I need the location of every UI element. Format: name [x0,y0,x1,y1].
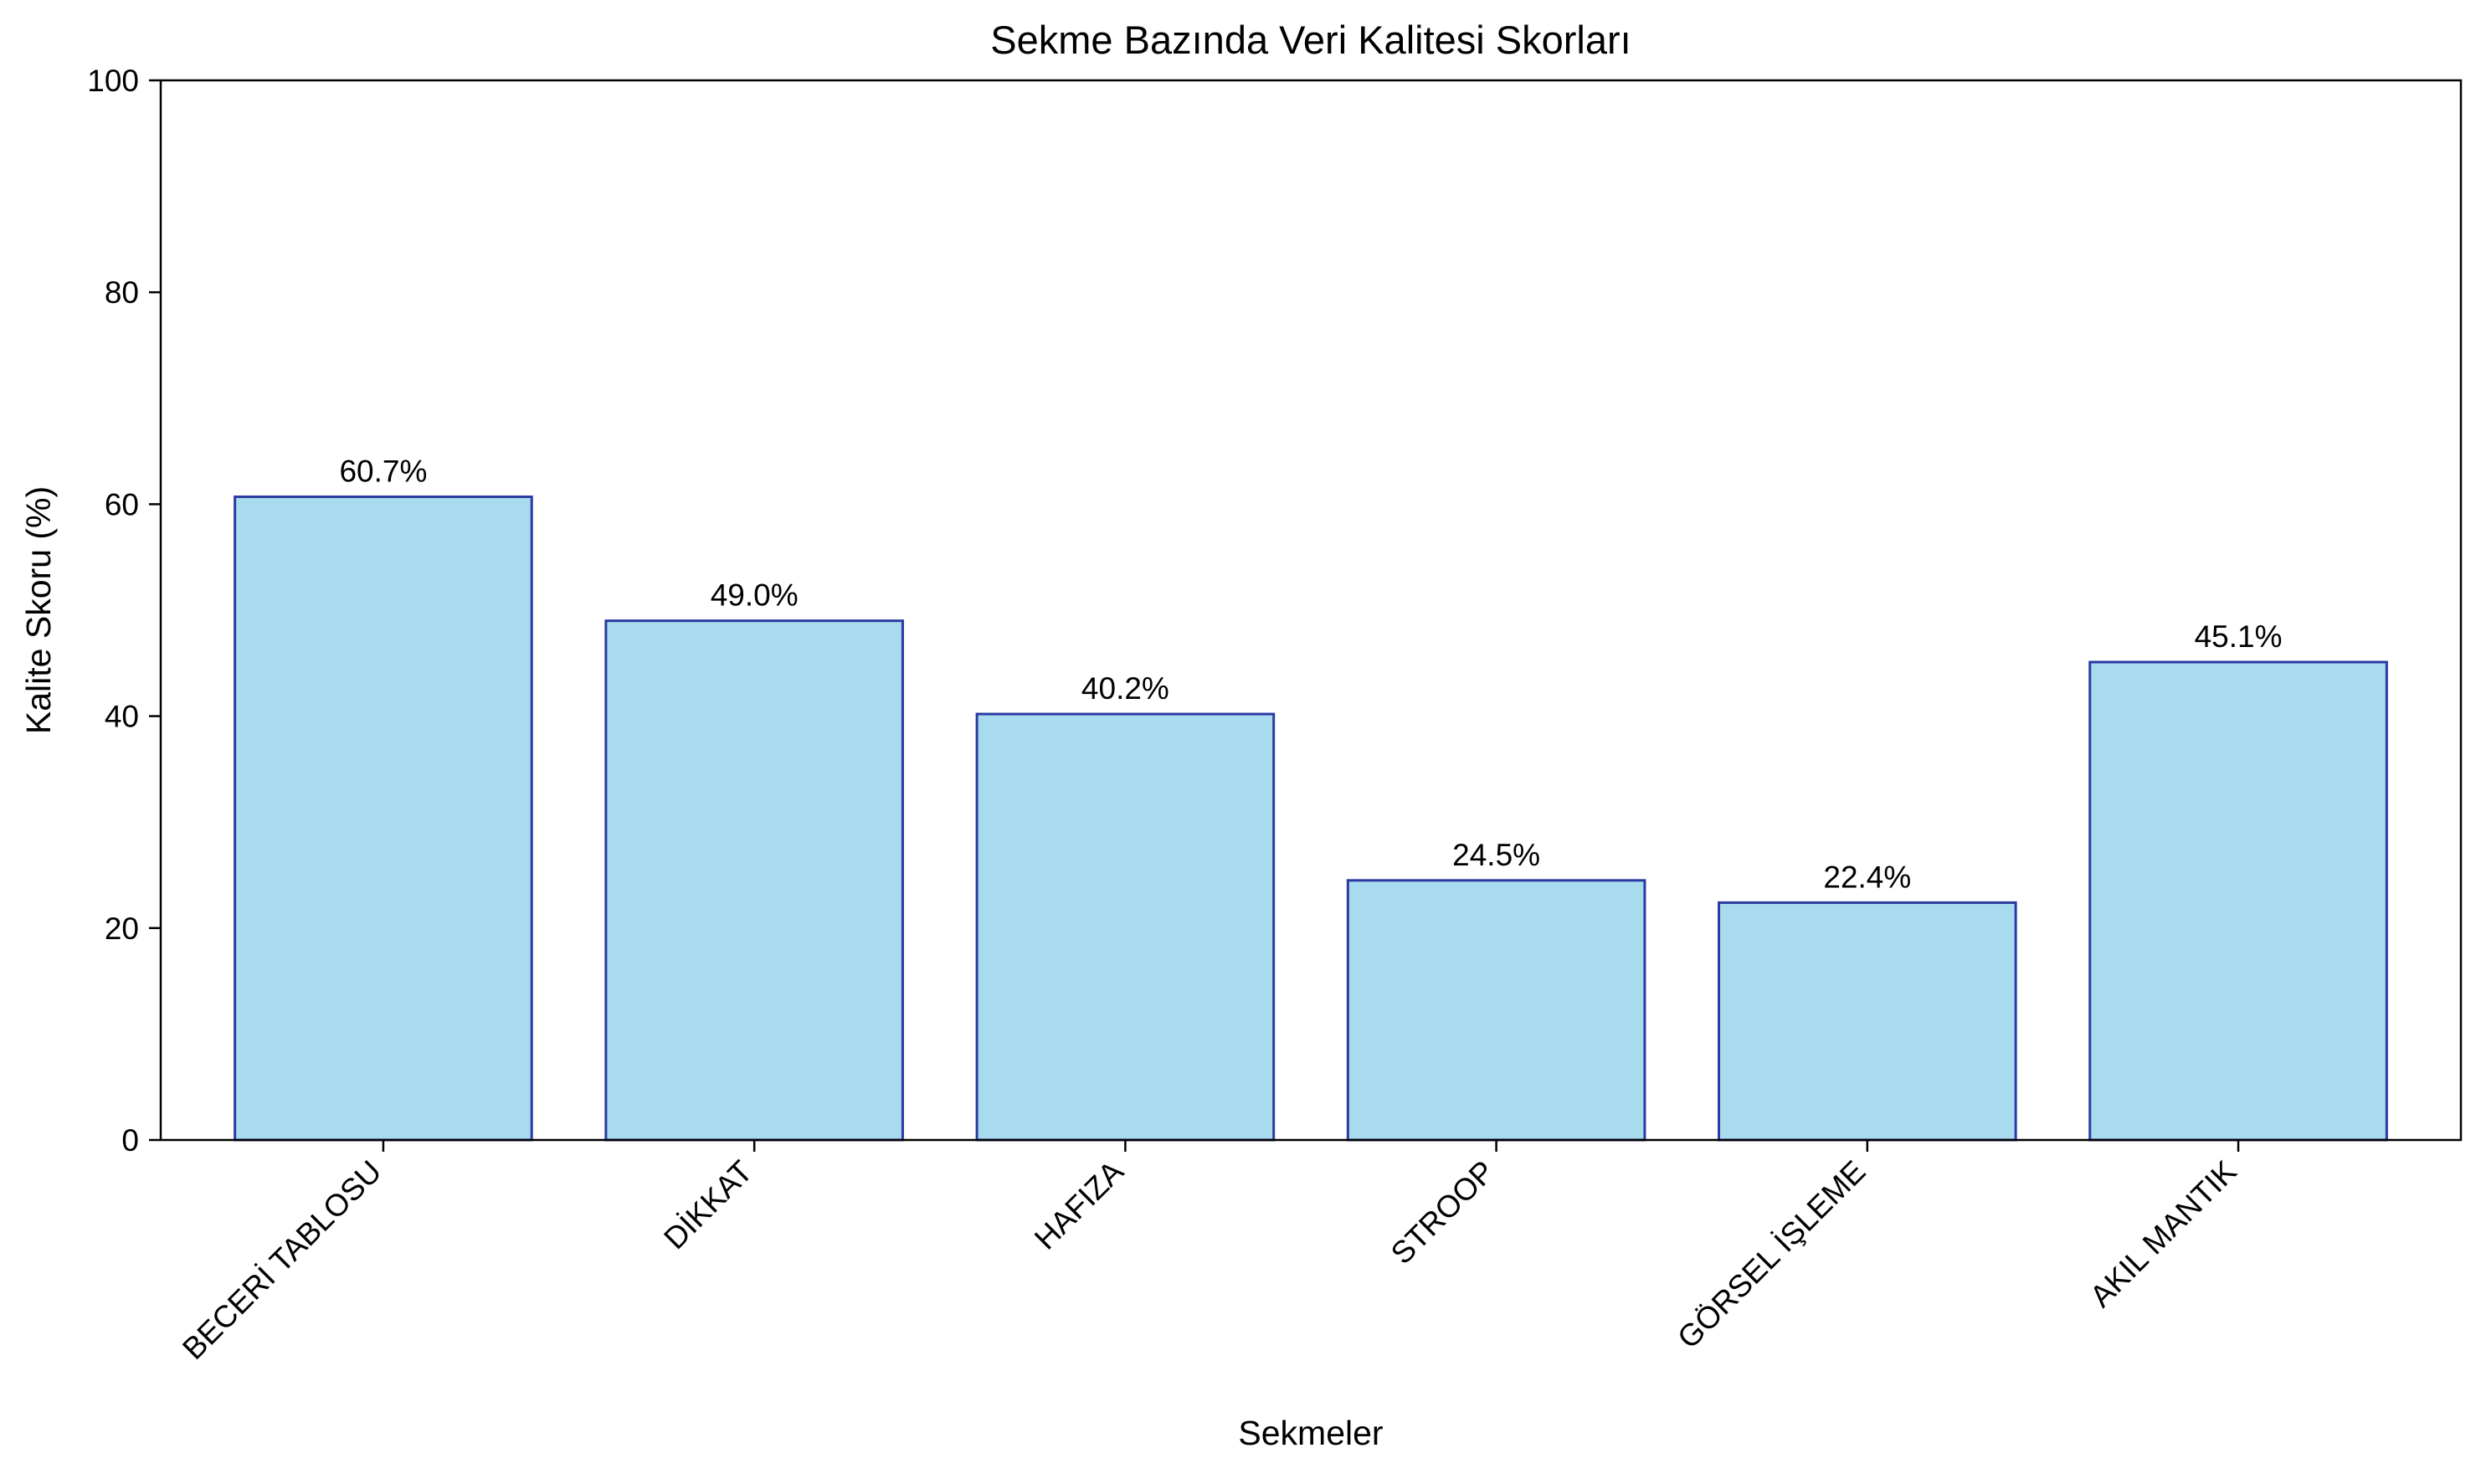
y-tick-label: 80 [105,275,139,310]
bars-layer [234,496,2388,1142]
data-label: 24.5% [1452,838,1540,872]
bar [604,619,904,1142]
x-tick-label: HAFIZA [1028,1153,1130,1255]
data-label: 22.4% [1823,860,1911,894]
bar [1718,901,2017,1142]
plot-frame [159,79,2463,1142]
x-tick-label: AKIL MANTIK [2083,1153,2243,1313]
y-axis: 0 20 40 60 80 100 [87,64,161,1158]
x-tick-label: STROOP [1384,1154,1501,1271]
x-tick-label: DİKKAT [657,1154,759,1256]
bar [975,712,1276,1142]
data-label: 60.7% [339,454,427,489]
x-tick-label: GÖRSEL İŞLEME [1671,1154,1872,1355]
chart-title: Sekme Bazında Veri Kalitesi Skorları [990,18,1631,62]
y-tick-label: 0 [121,1123,139,1158]
y-tick-label: 40 [105,700,139,734]
y-tick-label: 100 [87,64,139,98]
data-labels-layer: 60.7% 49.0% 40.2% 24.5% 22.4% 45.1% [339,454,2282,895]
x-axis: BECERİ TABLOSU DİKKAT HAFIZA STROOP GÖRSEL İ… [176,1140,2243,1366]
x-axis-label: Sekmeler [1238,1414,1383,1452]
x-tick-label: BECERİ TABLOSU [176,1154,388,1366]
data-label: 49.0% [711,578,799,613]
bar [234,496,533,1142]
bar [2088,660,2388,1142]
bar [1346,879,1646,1142]
data-label: 40.2% [1081,671,1169,706]
data-label: 45.1% [2195,619,2283,654]
y-tick-label: 20 [105,911,139,946]
y-axis-label: Kalite Skoru (%) [19,486,58,734]
y-tick-label: 60 [105,487,139,521]
